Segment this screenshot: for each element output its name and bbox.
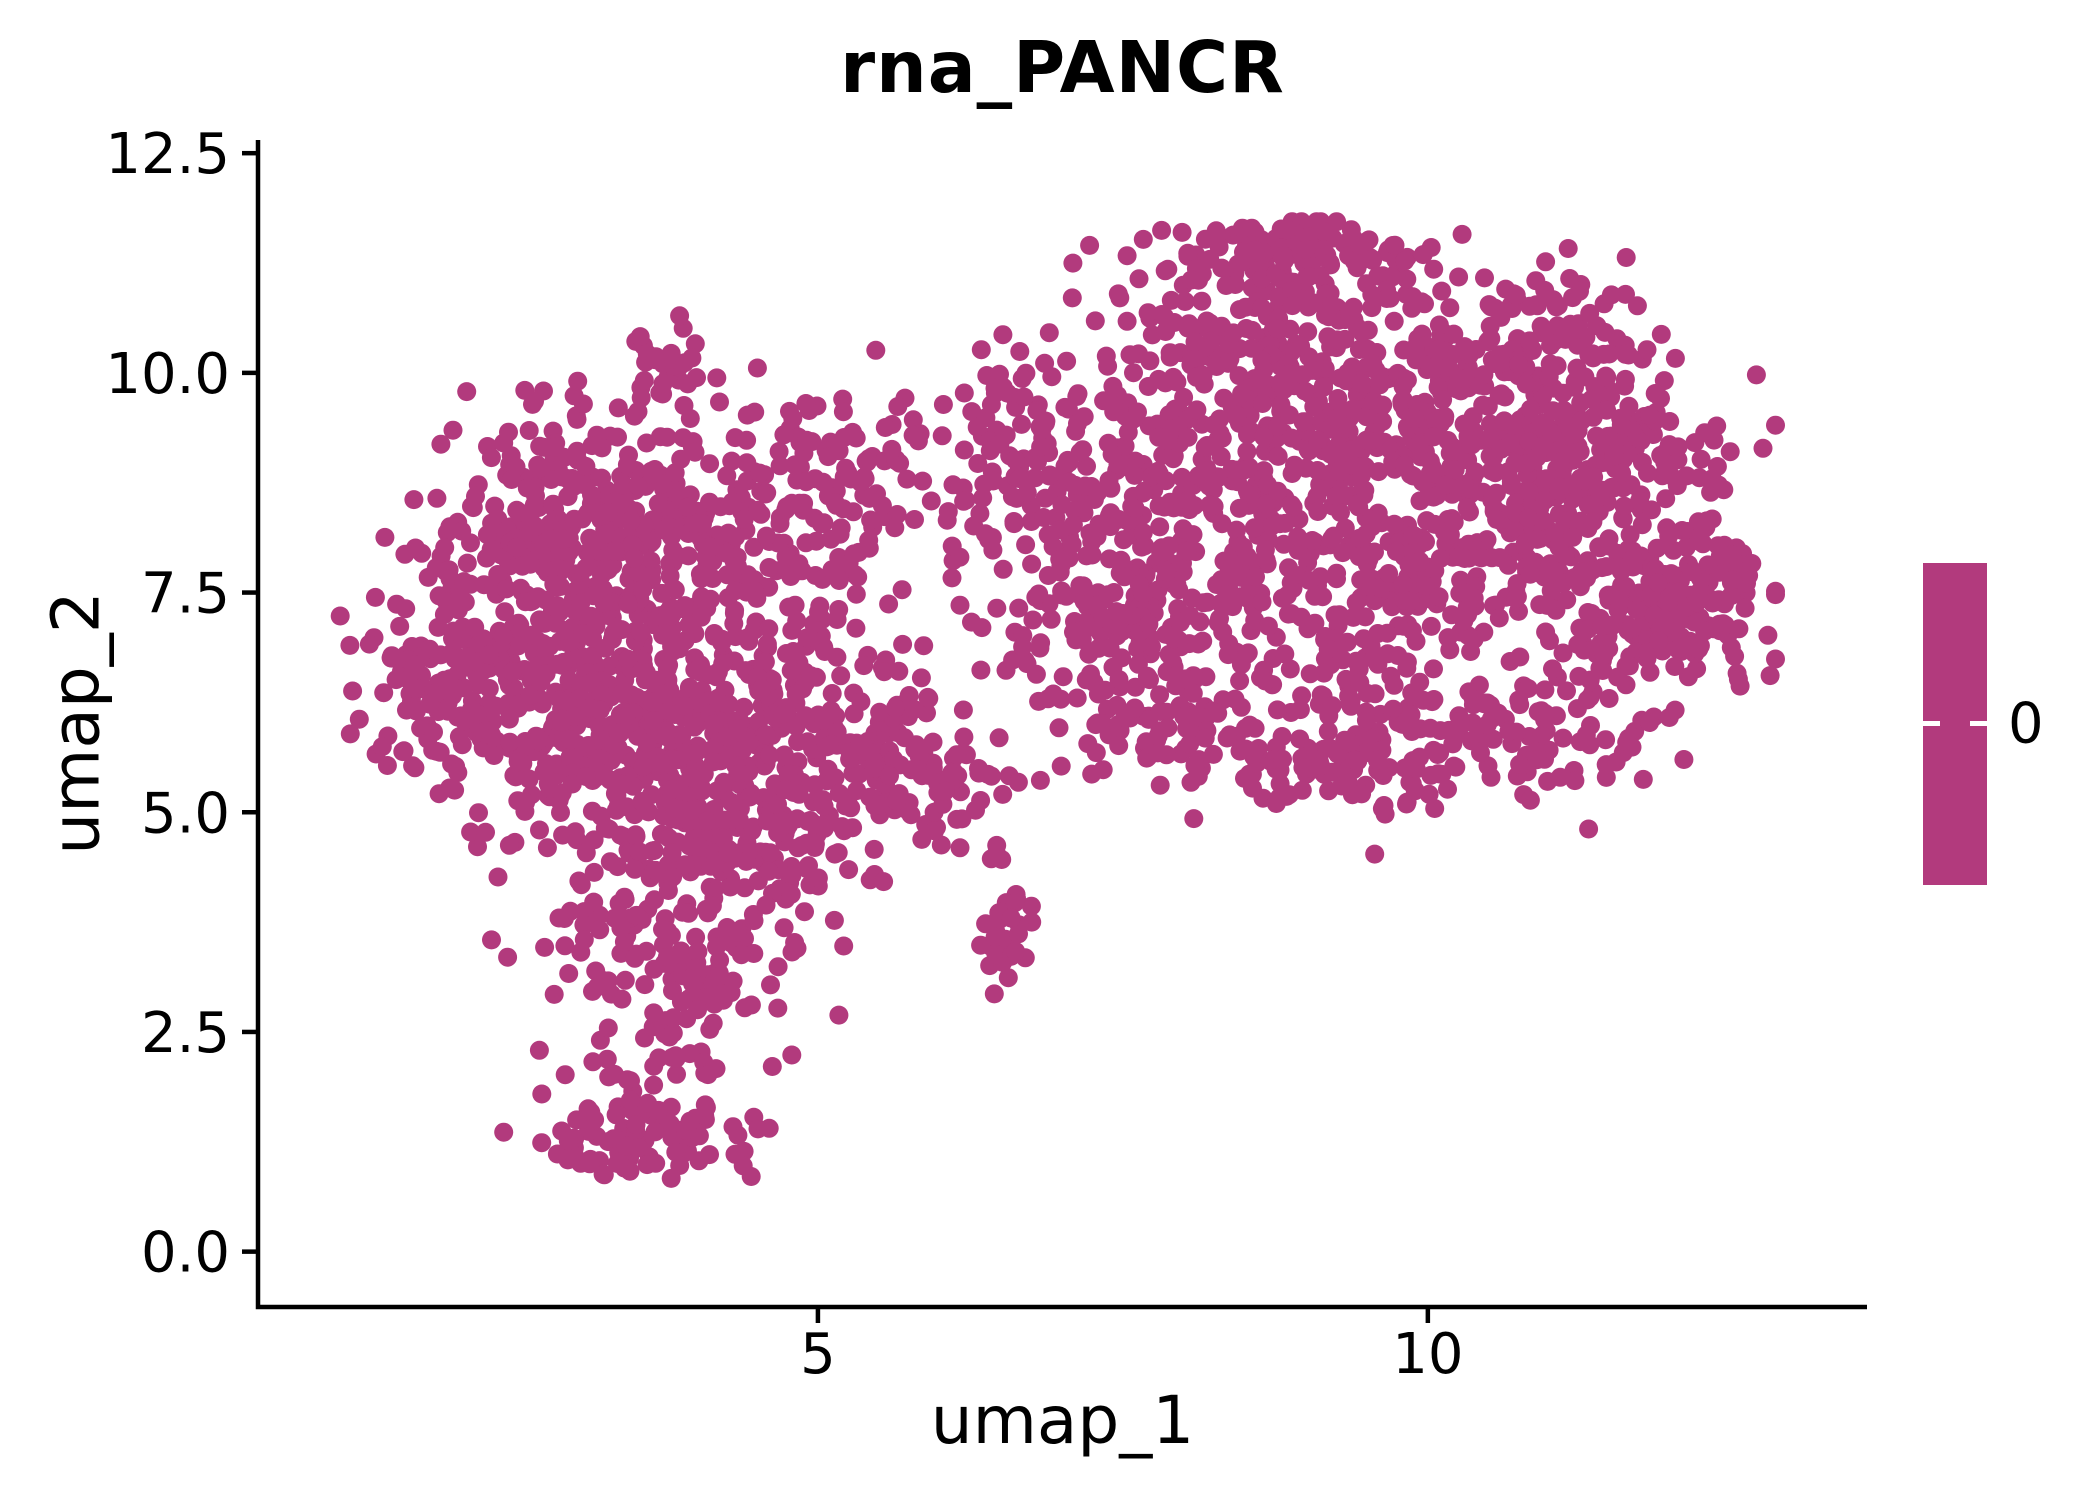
scatter-points xyxy=(330,212,1785,1188)
y-tick-label: 12.5 xyxy=(105,122,230,187)
x-tick-label: 10 xyxy=(1392,1322,1463,1387)
plot-title: rna_PANCR xyxy=(840,26,1285,109)
y-tick-label: 2.5 xyxy=(141,1001,230,1066)
y-tick-label: 10.0 xyxy=(105,342,230,407)
y-tick-label: 7.5 xyxy=(141,562,230,627)
y-tick-label: 5.0 xyxy=(141,781,230,846)
x-tick-label: 5 xyxy=(800,1322,836,1387)
y-tick-label: 0.0 xyxy=(141,1221,230,1286)
y-axis-label: umap_2 xyxy=(37,591,115,855)
x-axis-label: umap_1 xyxy=(930,1382,1195,1459)
axes: 5 10 0.0 2.5 5.0 7.5 10.0 12.5 xyxy=(105,122,1867,1387)
